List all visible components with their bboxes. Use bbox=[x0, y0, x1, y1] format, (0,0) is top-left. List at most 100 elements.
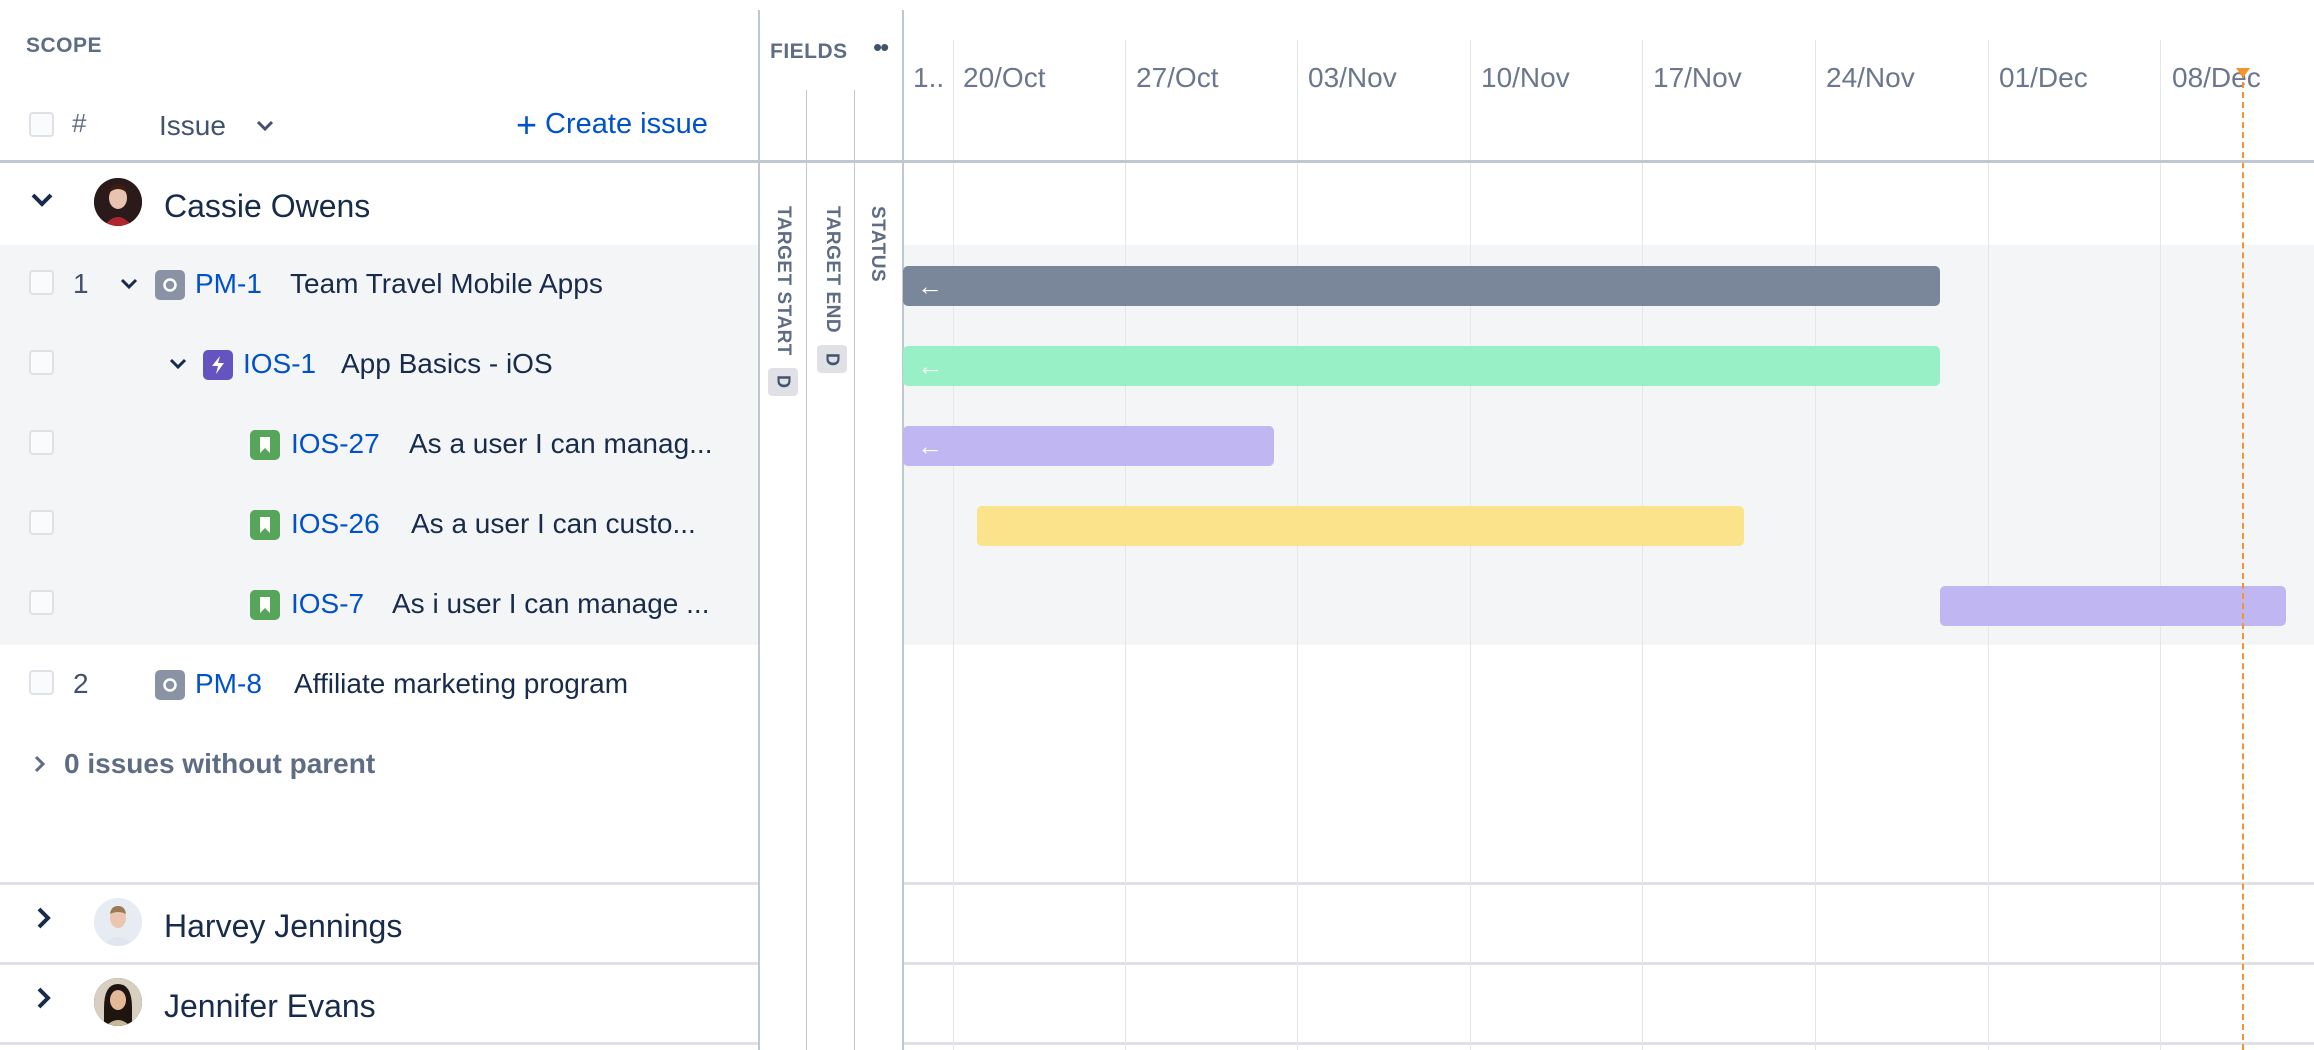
issue-key-link[interactable]: IOS-1 bbox=[243, 348, 317, 379]
timeline-bar[interactable] bbox=[977, 506, 1744, 546]
row-number: 2 bbox=[73, 668, 89, 699]
create-issue-button[interactable]: + Create issue bbox=[516, 103, 708, 145]
field-divider bbox=[806, 90, 807, 1050]
chevron-down-icon[interactable] bbox=[169, 358, 187, 370]
timeline-bar[interactable] bbox=[1940, 586, 2286, 626]
date-label: 10/Nov bbox=[1481, 62, 1570, 93]
issue-summary[interactable]: As a user I can custo... bbox=[411, 508, 696, 539]
fields-column-border[interactable] bbox=[758, 10, 760, 1050]
group-name: Harvey Jennings bbox=[164, 908, 403, 944]
week-gridline bbox=[953, 40, 954, 1050]
issue-key-link[interactable]: IOS-7 bbox=[291, 588, 365, 619]
divider bbox=[903, 1042, 2314, 1045]
divider bbox=[0, 1042, 758, 1045]
chevron-down-icon bbox=[256, 120, 273, 132]
date-label: 20/Oct bbox=[963, 62, 1046, 93]
group-row-harvey-jennings[interactable]: Harvey Jennings bbox=[0, 886, 758, 964]
week-gridline bbox=[1815, 40, 1816, 1050]
field-label: TARGET START bbox=[773, 206, 794, 356]
row-number: 1 bbox=[73, 268, 89, 299]
scope-title: SCOPE bbox=[26, 34, 103, 57]
date-label: 1.. bbox=[913, 62, 945, 93]
fields-title: FIELDS bbox=[770, 40, 848, 63]
date-label: 01/Dec bbox=[1999, 62, 2088, 93]
issue-row[interactable]: IOS-1 App Basics - iOS bbox=[0, 338, 758, 392]
field-divider bbox=[854, 90, 855, 1050]
issue-summary[interactable]: As i user I can manage ... bbox=[392, 588, 710, 619]
divider bbox=[0, 962, 758, 965]
date-label: 17/Nov bbox=[1653, 62, 1742, 93]
chevron-right-icon[interactable] bbox=[36, 986, 52, 1010]
row-checkbox[interactable] bbox=[29, 590, 54, 615]
issue-row[interactable]: 1 PM-1 Team Travel Mobile Apps bbox=[0, 258, 758, 312]
issue-summary[interactable]: As a user I can manag... bbox=[409, 428, 713, 459]
date-label: 24/Nov bbox=[1826, 62, 1915, 93]
issue-key-link[interactable]: IOS-26 bbox=[291, 508, 380, 539]
avatar bbox=[94, 978, 142, 1026]
header-divider bbox=[0, 160, 2314, 163]
row-checkbox[interactable] bbox=[29, 510, 54, 535]
lightning-icon bbox=[203, 350, 233, 380]
epic-icon bbox=[155, 670, 185, 700]
issues-without-parent-toggle[interactable]: 0 issues without parent bbox=[34, 748, 375, 780]
issue-group-highlight bbox=[0, 245, 758, 645]
issue-row[interactable]: IOS-7 As i user I can manage ... bbox=[0, 578, 758, 632]
select-all-checkbox[interactable] bbox=[29, 112, 54, 137]
date-badge: D bbox=[768, 367, 798, 396]
date-label: 27/Oct bbox=[1136, 62, 1219, 93]
field-target-end[interactable]: TARGET END D bbox=[817, 206, 847, 374]
arrow-left-icon[interactable]: ← bbox=[917, 431, 943, 461]
divider bbox=[0, 882, 758, 885]
timeline-bar[interactable]: ← bbox=[903, 266, 1940, 306]
week-gridline bbox=[2160, 40, 2161, 1050]
field-target-start[interactable]: TARGET START D bbox=[768, 206, 798, 396]
issue-row[interactable]: IOS-27 As a user I can manag... bbox=[0, 418, 758, 472]
chevron-right-icon[interactable] bbox=[36, 906, 52, 930]
create-issue-label: Create issue bbox=[545, 108, 708, 140]
row-checkbox[interactable] bbox=[29, 350, 54, 375]
arrow-left-icon[interactable]: ← bbox=[917, 271, 943, 301]
bookmark-icon bbox=[250, 430, 280, 460]
today-line bbox=[2242, 72, 2244, 1050]
row-checkbox[interactable] bbox=[29, 430, 54, 455]
field-status[interactable]: STATUS bbox=[866, 206, 888, 287]
chevron-right-icon bbox=[34, 755, 46, 773]
bookmark-icon bbox=[250, 510, 280, 540]
bookmark-icon bbox=[250, 590, 280, 620]
issue-summary[interactable]: Affiliate marketing program bbox=[294, 668, 629, 699]
issue-row[interactable]: IOS-26 As a user I can custo... bbox=[0, 498, 758, 552]
issue-key-link[interactable]: PM-8 bbox=[195, 668, 262, 699]
field-label: STATUS bbox=[867, 206, 888, 283]
date-label: 03/Nov bbox=[1308, 62, 1397, 93]
date-label: 08/Dec bbox=[2172, 62, 2261, 93]
row-checkbox[interactable] bbox=[29, 270, 54, 295]
date-badge: D bbox=[817, 345, 847, 374]
chevron-down-icon[interactable] bbox=[30, 192, 54, 208]
issue-key-link[interactable]: IOS-27 bbox=[291, 428, 380, 459]
timeline-bar[interactable]: ← bbox=[903, 426, 1274, 466]
plus-icon: + bbox=[516, 103, 538, 145]
row-number-header: # bbox=[72, 108, 87, 138]
issues-without-parent-label: 0 issues without parent bbox=[64, 748, 376, 779]
issue-row[interactable]: 2 PM-8 Affiliate marketing program bbox=[0, 658, 758, 712]
field-label: TARGET END bbox=[822, 206, 843, 334]
group-row-jennifer-evans[interactable]: Jennifer Evans bbox=[0, 966, 758, 1044]
more-icon[interactable]: •• bbox=[873, 32, 889, 62]
issue-key-link[interactable]: PM-1 bbox=[195, 268, 262, 299]
group-name: Cassie Owens bbox=[164, 188, 371, 224]
issue-summary[interactable]: App Basics - iOS bbox=[341, 348, 553, 379]
arrow-left-icon[interactable]: ← bbox=[917, 351, 943, 381]
group-name: Jennifer Evans bbox=[164, 988, 376, 1024]
group-row-cassie-owens[interactable]: Cassie Owens bbox=[0, 168, 758, 246]
divider bbox=[903, 882, 2314, 885]
issue-column-header[interactable]: Issue bbox=[159, 110, 274, 142]
divider bbox=[903, 962, 2314, 965]
field-divider bbox=[902, 10, 904, 1050]
timeline-bar[interactable]: ← bbox=[903, 346, 1940, 386]
chevron-down-icon[interactable] bbox=[120, 278, 138, 290]
week-gridline bbox=[1988, 40, 1989, 1050]
avatar bbox=[94, 178, 142, 226]
row-checkbox[interactable] bbox=[29, 670, 54, 695]
avatar bbox=[94, 898, 142, 946]
issue-summary[interactable]: Team Travel Mobile Apps bbox=[290, 268, 603, 299]
